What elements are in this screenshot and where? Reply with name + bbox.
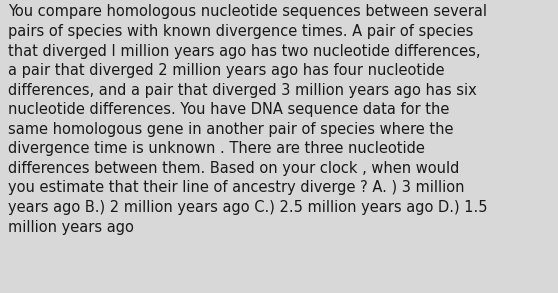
Text: You compare homologous nucleotide sequences between several
pairs of species wit: You compare homologous nucleotide sequen… (8, 4, 488, 235)
